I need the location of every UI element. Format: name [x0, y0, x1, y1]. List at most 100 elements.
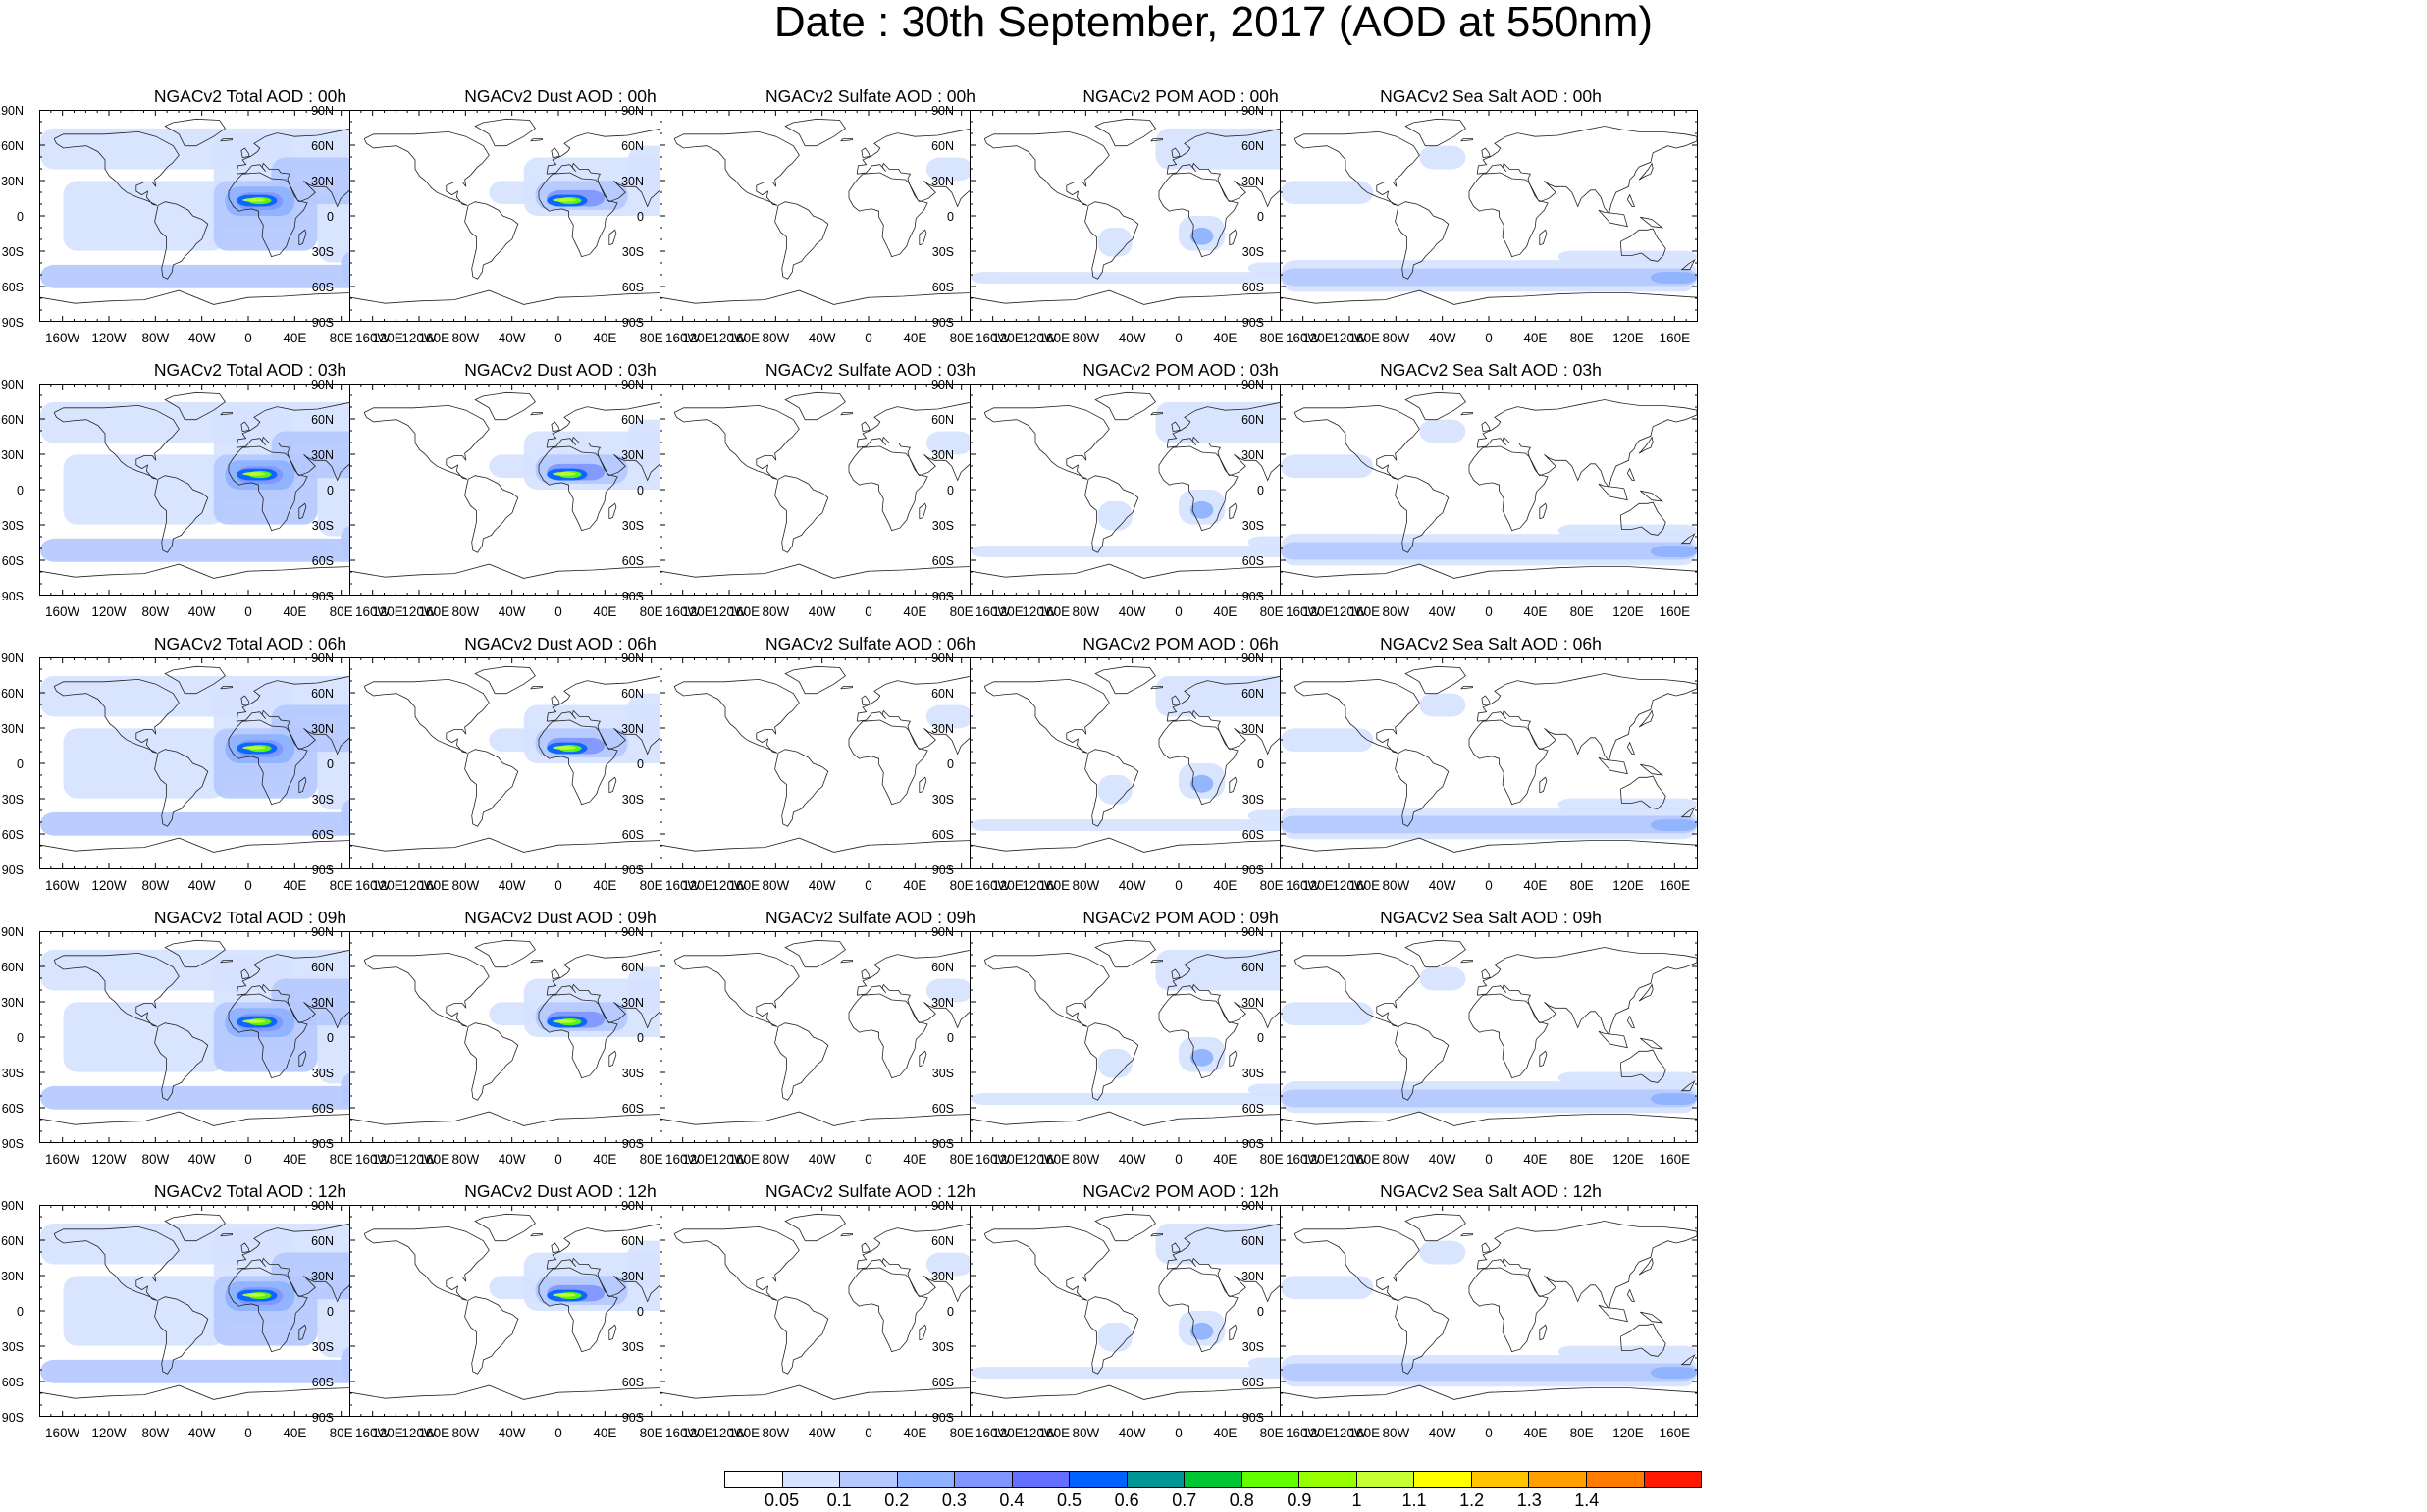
- lon-label: 160E: [1348, 878, 1381, 893]
- lon-label: 40E: [283, 1426, 307, 1440]
- coastline: [1460, 1233, 1473, 1237]
- lon-label: 120E: [372, 1426, 403, 1440]
- lon-label: 120E: [1612, 1152, 1644, 1167]
- lon-label: 40W: [187, 878, 216, 893]
- coastline: [1539, 502, 1548, 520]
- aod-field-patch: [242, 472, 266, 476]
- lon-label: 0: [554, 1152, 562, 1167]
- coastline: [673, 952, 800, 1027]
- aod-field-patch: [925, 431, 973, 455]
- lon-label: 120W: [91, 1426, 127, 1440]
- aod-field-patch: [1419, 145, 1466, 170]
- coastline: [1158, 719, 1239, 806]
- aod-field-patch: [1419, 693, 1466, 717]
- coastline: [1094, 665, 1156, 695]
- lat-label: 60S: [931, 1102, 954, 1116]
- map-panel-seasalt-0: NGACv2 Sea Salt AOD : 00h 90N 60N 30N 0 30S 60…: [1240, 86, 1721, 356]
- coastline: [1084, 1022, 1139, 1101]
- lat-label: 90S: [1241, 590, 1264, 603]
- aod-field-patch: [1281, 1002, 1374, 1026]
- lon-label: 120W: [712, 878, 747, 893]
- lat-label: 30S: [931, 245, 954, 259]
- lat-label: 30N: [1, 722, 24, 736]
- coastline: [538, 993, 618, 1079]
- coastline: [861, 695, 871, 705]
- coastline: [983, 952, 1110, 1027]
- lon-label: 120E: [992, 331, 1024, 345]
- lon-label: 120W: [1022, 331, 1057, 345]
- coastline: [1171, 968, 1181, 979]
- aod-field-patch: [1650, 819, 1697, 831]
- coastline: [530, 960, 543, 964]
- lon-label: 80E: [1569, 1426, 1594, 1440]
- lon-label: 160E: [728, 331, 761, 345]
- lat-label: 30S: [621, 519, 644, 533]
- panel-title: NGACv2 Sea Salt AOD : 06h: [1380, 634, 1602, 653]
- lat-label: 60S: [311, 828, 334, 842]
- aod-field-patch: [1189, 1322, 1214, 1340]
- lat-label: 60N: [931, 1234, 954, 1248]
- lon-label: 160W: [355, 604, 391, 619]
- lon-label: 0: [244, 604, 252, 619]
- lat-label: 30S: [1241, 1340, 1264, 1354]
- lat-label: 90S: [621, 590, 644, 603]
- colorbar-label: 0.05: [765, 1490, 800, 1510]
- lon-label: 80W: [1072, 604, 1100, 619]
- colorbar-label: 0.1: [826, 1490, 852, 1510]
- lon-label: 120E: [682, 604, 713, 619]
- lon-label: 80E: [329, 604, 353, 619]
- lat-label: 0: [1257, 757, 1264, 771]
- coastline: [530, 1233, 543, 1237]
- lat-label: 90S: [931, 1411, 954, 1425]
- lat-label: 60N: [1241, 139, 1264, 153]
- lat-label: 60N: [1, 1234, 24, 1248]
- coastline: [784, 391, 846, 421]
- lon-label: 80E: [1569, 1152, 1594, 1167]
- coastline: [474, 665, 536, 695]
- coastline: [1626, 193, 1635, 207]
- coastline: [1084, 1296, 1139, 1375]
- map-panel-seasalt-1: NGACv2 Sea Salt AOD : 03h 90N 60N 30N 0 30S 60…: [1240, 360, 1721, 630]
- lat-label: 0: [17, 1031, 24, 1045]
- lat-label: 0: [17, 1305, 24, 1319]
- lon-label: 80E: [329, 331, 353, 345]
- lon-label: 80E: [1259, 1152, 1284, 1167]
- lon-label: 120E: [372, 1152, 403, 1167]
- lat-label: 90S: [311, 1137, 334, 1151]
- lon-label: 120W: [91, 331, 127, 345]
- lat-label: 30S: [621, 1340, 644, 1354]
- aod-field-patch: [1097, 227, 1133, 257]
- figure-title: Date : 30th September, 2017 (AOD at 550n…: [773, 0, 1654, 46]
- aod-field-patch: [925, 157, 973, 182]
- lat-label: 0: [947, 210, 954, 224]
- lat-label: 0: [947, 1031, 954, 1045]
- lat-label: 30S: [621, 245, 644, 259]
- aod-field-patch: [925, 704, 973, 729]
- lon-label: 40E: [593, 331, 617, 345]
- lon-label: 120E: [1612, 878, 1644, 893]
- panel-title: NGACv2 Dust AOD : 06h: [464, 634, 657, 653]
- colorbar-label: 0.8: [1229, 1490, 1254, 1510]
- aod-field-patch: [553, 746, 576, 750]
- lon-label: 120E: [1612, 1426, 1644, 1440]
- lat-label: 30N: [931, 722, 954, 736]
- coastline: [1640, 763, 1664, 776]
- lon-label: 160W: [665, 1426, 701, 1440]
- map-panel-seasalt-2: NGACv2 Sea Salt AOD : 06h 90N 60N 30N 0 30S 60…: [1240, 634, 1721, 904]
- lon-label: 0: [1485, 1426, 1493, 1440]
- lon-label: 40E: [903, 1426, 927, 1440]
- map-svg: [1281, 118, 1697, 305]
- lon-label: 160W: [45, 331, 80, 345]
- coastline: [983, 1225, 1110, 1301]
- colorbar-swatch: [1414, 1472, 1472, 1487]
- coastline: [1598, 483, 1628, 501]
- lat-label: 90S: [1241, 1411, 1264, 1425]
- lat-label: 30N: [931, 448, 954, 462]
- coastline: [774, 749, 829, 827]
- lon-label: 120E: [1612, 331, 1644, 345]
- coastline: [1229, 776, 1238, 794]
- coastline: [1598, 1030, 1628, 1049]
- lat-label: 90S: [931, 316, 954, 330]
- panel-title: NGACv2 Sea Salt AOD : 09h: [1380, 908, 1602, 927]
- lon-label: 0: [554, 878, 562, 893]
